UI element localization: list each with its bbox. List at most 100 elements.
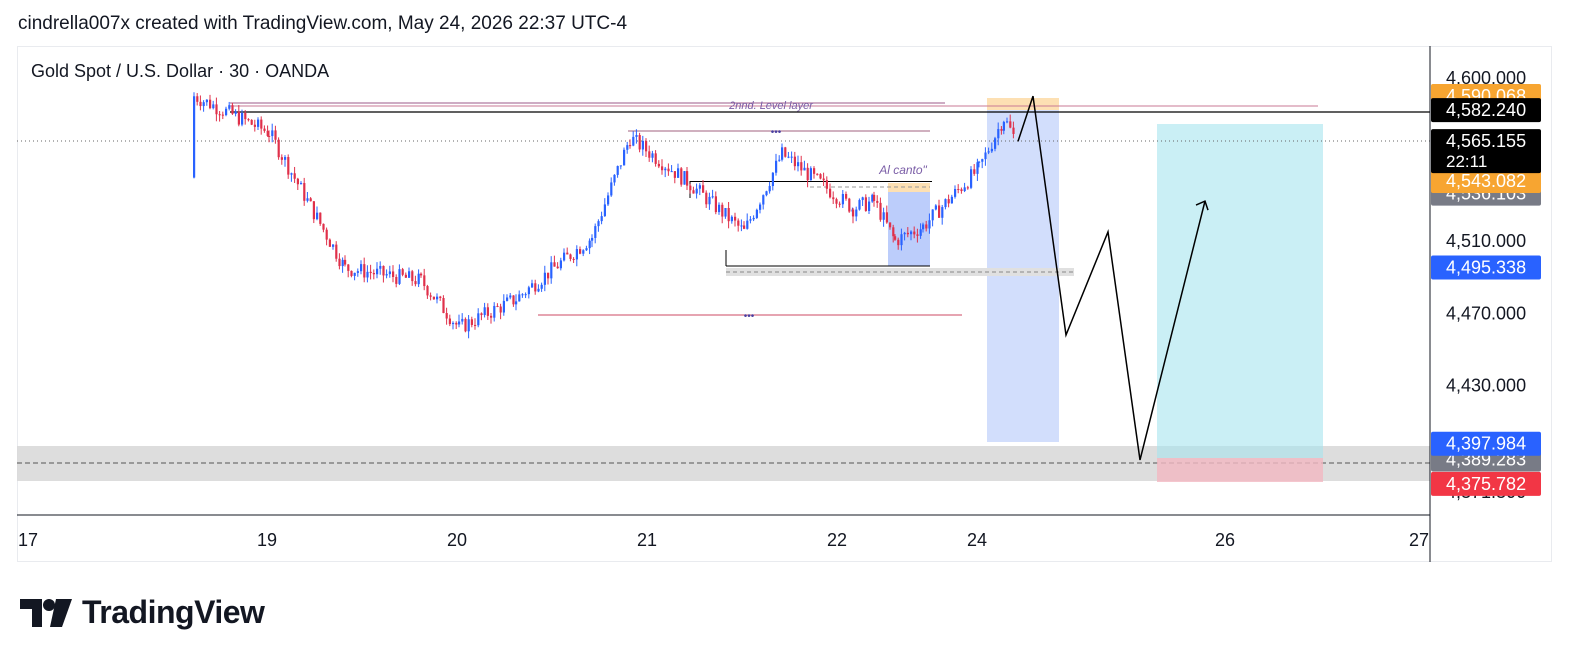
candle-body bbox=[1000, 129, 1003, 131]
brand-name: TradingView bbox=[82, 594, 265, 630]
candle-body bbox=[379, 265, 382, 269]
candle-body bbox=[228, 105, 231, 109]
candle-body bbox=[547, 272, 550, 279]
price-label-value: 4,582.240 bbox=[1446, 100, 1526, 120]
candle-body bbox=[954, 188, 957, 197]
candle-body bbox=[376, 268, 379, 275]
price-label-value: 4,495.338 bbox=[1446, 257, 1526, 277]
candle-body bbox=[461, 318, 464, 322]
price-axis[interactable]: 4,600.000 4,510.000 4,470.000 4,430.000 bbox=[1446, 68, 1526, 396]
annotation-dots-lower: ••• bbox=[744, 311, 755, 322]
price-tick-label: 4,430.000 bbox=[1446, 376, 1526, 396]
candle-body bbox=[212, 104, 215, 109]
candle-body bbox=[832, 197, 835, 200]
candle-body bbox=[762, 195, 765, 205]
candle-body bbox=[841, 193, 844, 205]
candle-body bbox=[382, 265, 385, 276]
price-label-value: 4,375.782 bbox=[1446, 474, 1526, 494]
candle-body bbox=[973, 169, 976, 174]
candle-body bbox=[287, 157, 290, 175]
candle-body bbox=[215, 104, 218, 115]
candle-body bbox=[260, 119, 263, 129]
candle-body bbox=[543, 272, 546, 285]
candle-body bbox=[266, 130, 269, 136]
candle-body bbox=[550, 262, 553, 279]
candle-body bbox=[325, 229, 328, 240]
tradingview-logo: TradingView bbox=[20, 594, 265, 631]
candle-body bbox=[341, 259, 344, 267]
candle-body bbox=[619, 165, 622, 167]
candle-body bbox=[702, 185, 705, 193]
candle-body bbox=[925, 224, 928, 229]
time-tick-label: 22 bbox=[827, 530, 847, 550]
candle-body bbox=[787, 156, 790, 158]
candle-body bbox=[648, 151, 651, 158]
candle-body bbox=[572, 258, 575, 260]
candle-body bbox=[809, 168, 812, 181]
candle-body bbox=[781, 147, 784, 160]
candle-body bbox=[900, 234, 903, 246]
candle-body bbox=[651, 153, 654, 158]
candle-body bbox=[635, 135, 638, 137]
candle-body bbox=[765, 191, 768, 196]
candle-body bbox=[569, 254, 572, 259]
price-label-red bbox=[1431, 471, 1541, 496]
time-axis[interactable]: 17 19 20 21 22 24 26 27 bbox=[18, 530, 1429, 550]
candle-body bbox=[916, 234, 919, 236]
candle-body bbox=[879, 202, 882, 220]
candle-body bbox=[432, 296, 435, 300]
candle-body bbox=[876, 200, 879, 203]
candle-body bbox=[306, 198, 309, 201]
chart-attribution: cindrella007x created with TradingView.c… bbox=[18, 13, 628, 34]
candle-body bbox=[414, 281, 417, 285]
candle-body bbox=[490, 315, 493, 318]
candle-body bbox=[506, 297, 509, 301]
candle-body bbox=[277, 139, 280, 158]
candle-body bbox=[616, 166, 619, 175]
candle-body bbox=[582, 250, 585, 254]
candle-body bbox=[436, 296, 439, 300]
candle-body bbox=[740, 225, 743, 227]
candle-body bbox=[771, 172, 774, 187]
candle-body bbox=[657, 163, 660, 167]
price-label-value: 4,565.155 bbox=[1446, 131, 1526, 151]
candle-body bbox=[686, 171, 689, 186]
price-labels: 4,536.1034,389.2834,371.3004,590.0684,54… bbox=[1431, 83, 1541, 502]
candle-body bbox=[300, 183, 303, 185]
candle-body bbox=[803, 167, 806, 171]
candle-body bbox=[882, 212, 885, 220]
candle-body bbox=[829, 188, 832, 198]
candle-body bbox=[241, 113, 244, 125]
candle-body bbox=[209, 99, 212, 109]
candle-body bbox=[350, 270, 353, 276]
candle-body bbox=[680, 168, 683, 185]
projection-path bbox=[1017, 95, 1206, 461]
candle-body bbox=[941, 207, 944, 218]
candle-body bbox=[613, 174, 616, 183]
candle-body bbox=[417, 273, 420, 285]
time-tick-label: 21 bbox=[637, 530, 657, 550]
candle-body bbox=[448, 318, 451, 325]
candle-body bbox=[819, 174, 822, 179]
candle-body bbox=[963, 187, 966, 192]
candle-body bbox=[556, 266, 559, 269]
candle-body bbox=[322, 223, 325, 230]
candle-body bbox=[518, 294, 521, 302]
long-position-target-zone bbox=[1157, 124, 1323, 458]
candle-body bbox=[442, 298, 445, 313]
candle-body bbox=[353, 272, 356, 276]
candle-body bbox=[994, 138, 997, 149]
candle-body bbox=[268, 135, 271, 137]
candle-body bbox=[467, 319, 470, 332]
price-label-black bbox=[1431, 98, 1541, 123]
candle-body bbox=[705, 192, 708, 205]
candle-body bbox=[864, 197, 867, 211]
candle-body bbox=[1009, 121, 1012, 128]
candle-body bbox=[328, 239, 331, 247]
candle-body bbox=[221, 114, 224, 116]
candle-body bbox=[464, 318, 467, 332]
candle-body bbox=[822, 178, 825, 181]
candle-body bbox=[957, 188, 960, 190]
candle-body bbox=[931, 209, 934, 221]
